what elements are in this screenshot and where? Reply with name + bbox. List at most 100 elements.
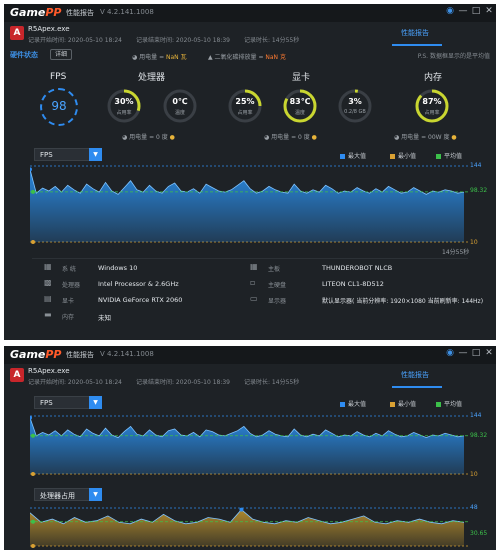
fps-min-label: 10 [470,239,478,246]
cpu-power-summary: ◕ 用电量 = NaN 瓦 [132,54,187,61]
gpu-value: NVIDIA GeForce RTX 2060 [98,296,183,304]
active-tab-indicator [392,386,442,388]
gauge-track [338,89,372,123]
max-marker [239,507,244,512]
os-icon: ▦ [44,262,52,271]
cpu-usage-label: 占用率 [116,110,132,116]
app-version: V 4.2.141.1008 [100,8,154,16]
gauge-ring [228,89,262,123]
memory-value: 未知 [98,314,111,322]
fps-max-label: 144 [470,412,482,419]
gpu-temp-label: 温度 [294,110,305,116]
app-version: V 4.2.141.1008 [100,350,154,358]
active-tab-indicator [392,44,442,46]
process-name: R5Apex.exe [28,367,70,375]
disk-value: LITEON CL1-8D512 [322,280,384,288]
record-end: 记录结束时间: 2020-05-10 18:39 [136,379,230,386]
process-name: R5Apex.exe [28,25,70,33]
fps-title: FPS [50,72,67,82]
chevron-down-icon[interactable]: ▼ [89,488,102,501]
gpu-power: ◕ 用电量 = 0 度 ● [264,134,317,141]
max-marker [30,415,32,420]
avg-marker [31,189,35,194]
legend-max: 最大值 [340,151,366,160]
gauge-ring [283,89,317,123]
cpu-max-label: 48 [470,504,478,511]
tab-performance-report[interactable]: 性能报告 [401,29,429,37]
details-button[interactable]: 详细 [50,49,72,60]
board-key: 主板 [268,266,281,273]
app-logo: GamePP [10,6,62,19]
record-end: 记录结束时间: 2020-05-10 18:39 [136,37,230,44]
fps-min-label: 10 [470,471,478,478]
gpu-key: 显卡 [62,298,75,305]
gauge-ring [338,89,372,123]
co2-summary: ▲ 二氧化碳排放量 = NaN 克 [208,54,286,61]
min-marker [31,240,35,244]
display-value: 默认显示器( 当前分辨率: 1920×1080 当前刷新率: 144Hz) [322,298,484,305]
gauge-fill [283,89,317,123]
divider [32,258,468,259]
window-title: 性能报告 [66,351,94,359]
metric-select[interactable]: FPS ▼ [34,148,102,161]
gpu-vram-value: 3% [348,97,362,106]
disk-key: 主硬盘 [268,282,287,289]
gpu-vram-label: 0.2/8 GB [344,109,366,115]
record-duration: 记录时长: 14分55秒 [244,37,300,44]
series-line [30,169,465,195]
disk-icon: ▫ [250,278,256,287]
cpu-usage-gauge: 30% 占用率 [106,88,142,124]
avg-marker [31,519,35,524]
performance-report-window-2: GamePP 性能报告 V 4.2.141.1008 ◉ — □ ✕ A R5A… [4,346,496,550]
memory-usage-label: 占用率 [424,110,440,116]
series-area [30,417,464,474]
gpu-title: 显卡 [292,73,311,83]
maximize-icon[interactable]: □ [471,6,481,16]
gpu-temp-value: 83℃ [289,97,311,106]
chevron-down-icon[interactable]: ▼ [89,396,102,409]
series-area [30,509,464,546]
gpu-usage-value: 25% [235,97,255,106]
memory-usage-value: 87% [422,97,442,106]
fps-max-label: 144 [470,162,482,169]
chevron-down-icon[interactable]: ▼ [89,148,102,161]
memory-icon: ▬ [44,310,52,319]
fps-avg-label: 98.32 [470,187,488,194]
cpu-temp-label: 温度 [174,110,185,116]
memory-key: 内存 [62,314,75,321]
gpu-vram-gauge: 3% 0.2/8 GB [337,88,373,124]
gauge-ring [107,89,141,123]
cpu-avg-label: 30.65 [470,530,488,537]
motherboard-icon: ▦ [250,262,258,271]
gpu-usage-label: 占用率 [237,110,253,116]
cpu-value: Intel Processor & 2.6GHz [98,280,179,288]
minimize-icon[interactable]: — [458,348,468,358]
record-duration: 记录时长: 14分55秒 [244,379,300,386]
hardware-status-row: 硬件状态 详细 ◕ 用电量 = NaN 瓦 ▲ 二氧化碳排放量 = NaN 克 … [4,48,496,62]
close-icon[interactable]: ✕ [485,348,493,358]
cpu-key: 处理器 [62,282,81,289]
cpu-temp-gauge: 0℃ 温度 [162,88,198,124]
camera-icon[interactable]: ◉ [446,348,454,358]
game-icon: A [10,368,24,382]
gauge-track [163,89,197,123]
gauge-fill [415,89,449,123]
fps-value: 98 [51,99,67,113]
maximize-icon[interactable]: □ [471,348,481,358]
tab-performance-report[interactable]: 性能报告 [401,371,429,379]
max-marker [30,167,32,172]
camera-icon[interactable]: ◉ [446,6,454,16]
os-value: Windows 10 [98,264,138,272]
gauge-fill [228,89,262,123]
gpu-usage-gauge: 25% 占用率 [227,88,263,124]
cpu-metric-select[interactable]: 处理器占用 ▼ [34,488,102,501]
cpu-temp-value: 0℃ [172,97,188,106]
title-bar: GamePP 性能报告 V 4.2.141.1008 ◉ — □ ✕ [4,4,496,22]
record-start: 记录开始时间: 2020-05-10 18:24 [28,379,122,386]
cpu-usage-chart [30,507,468,548]
minimize-icon[interactable]: — [458,6,468,16]
metric-select[interactable]: FPS ▼ [34,396,102,409]
close-icon[interactable]: ✕ [485,6,493,16]
display-icon: ▭ [250,294,258,303]
fps-chart [30,165,468,244]
